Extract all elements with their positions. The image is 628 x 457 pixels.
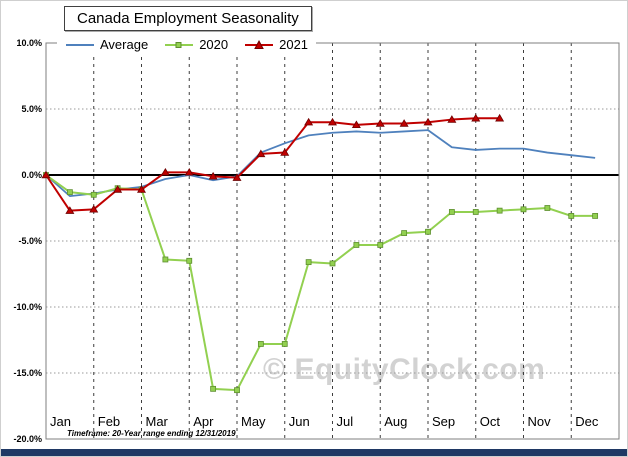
legend-swatch-none-icon: [66, 43, 94, 46]
triangle-marker: [89, 204, 99, 213]
triangle-marker: [327, 117, 338, 126]
legend-swatch-square-icon: [165, 41, 194, 48]
series-line-Average: [45, 129, 596, 198]
legend: Average 2020 2021: [57, 36, 317, 53]
square-marker: [353, 242, 360, 248]
month-label: Sep: [432, 414, 455, 429]
timeframe-note: Timeframe: 20-Year range ending 12/31/20…: [67, 429, 236, 438]
legend-label: 2020: [199, 37, 229, 52]
square-marker: [305, 259, 312, 266]
square-marker: [592, 213, 599, 219]
triangle-marker: [232, 173, 242, 181]
square-marker: [210, 385, 217, 392]
square-marker: [281, 341, 288, 347]
y-tick-label: 5.0%: [21, 104, 42, 114]
square-marker: [448, 209, 455, 215]
legend-label: Average: [100, 37, 149, 52]
triangle-marker: [304, 117, 314, 126]
month-label: May: [241, 414, 266, 429]
legend-label: 2021: [279, 37, 309, 52]
square-marker: [234, 387, 240, 394]
series-line-2021: [45, 117, 500, 212]
triangle-marker: [280, 148, 290, 156]
square-marker: [329, 260, 336, 267]
square-marker: [186, 257, 193, 264]
month-label: Jan: [50, 414, 71, 429]
triangle-marker: [65, 206, 75, 214]
square-marker: [401, 230, 408, 236]
legend-item-2020: 2020: [164, 37, 228, 52]
month-label: Feb: [98, 414, 120, 429]
triangle-marker: [113, 185, 123, 193]
triangle-marker: [423, 117, 433, 126]
square-marker: [568, 213, 575, 219]
month-label: Jul: [337, 414, 354, 429]
triangle-marker: [447, 115, 457, 123]
month-label: Nov: [528, 414, 552, 429]
square-marker: [377, 242, 384, 248]
triangle-marker: [495, 113, 505, 122]
square-marker: [257, 341, 264, 347]
triangle-marker: [399, 119, 409, 127]
y-tick-label: -15.0%: [13, 368, 42, 378]
y-tick-label: -20.0%: [13, 434, 42, 444]
square-marker: [496, 207, 503, 214]
month-label: Oct: [480, 414, 501, 429]
bottom-bar: [1, 449, 627, 456]
triangle-marker: [375, 119, 385, 127]
y-tick-label: -10.0%: [13, 302, 42, 312]
month-label: Dec: [575, 414, 599, 429]
square-marker: [66, 189, 73, 196]
y-tick-label: -5.0%: [18, 236, 42, 246]
triangle-marker: [184, 167, 194, 176]
triangle-marker: [351, 120, 361, 129]
month-label: Jun: [289, 414, 310, 429]
y-tick-label: 0.0%: [21, 170, 42, 180]
triangle-marker: [208, 171, 218, 180]
plot-border: [45, 42, 620, 440]
triangle-marker: [471, 113, 481, 122]
square-marker: [472, 209, 479, 215]
square-marker: [90, 191, 97, 198]
square-marker: [425, 228, 431, 235]
triangle-marker: [256, 149, 266, 158]
triangle-marker: [41, 170, 51, 179]
legend-item-2021: 2021: [244, 37, 308, 52]
legend-swatch-triangle-icon: [245, 39, 274, 49]
triangle-marker: [160, 167, 170, 176]
month-label: Aug: [384, 414, 407, 429]
y-tick-label: 10.0%: [16, 38, 42, 48]
square-marker: [520, 206, 527, 213]
square-marker: [162, 256, 169, 263]
series-line-2020: [45, 174, 596, 392]
month-label: Mar: [146, 414, 169, 429]
chart-title: Canada Employment Seasonality: [64, 6, 312, 31]
square-marker: [544, 205, 551, 211]
month-label: Apr: [193, 414, 214, 429]
triangle-marker: [136, 185, 147, 193]
watermark: © EquityClock.com: [263, 353, 546, 386]
legend-item-Average: Average: [65, 37, 148, 52]
